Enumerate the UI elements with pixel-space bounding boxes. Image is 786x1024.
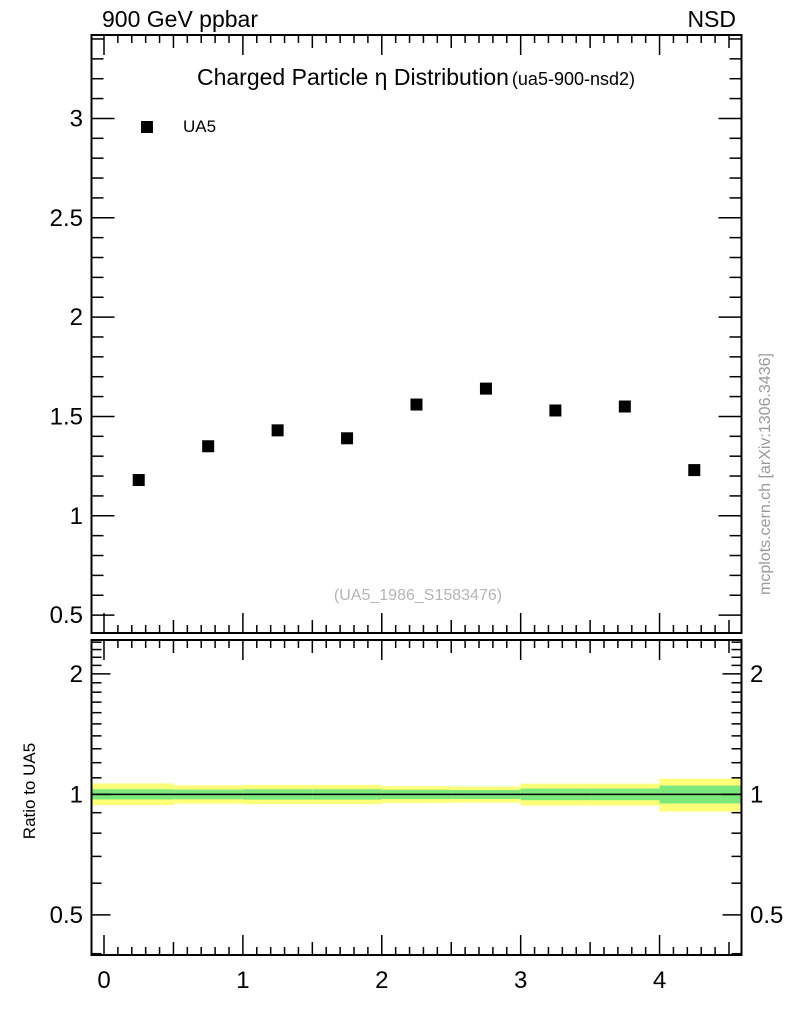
data-point-marker [618,400,631,413]
x-tick-label: 4 [653,967,666,994]
ratio-y-tick-label-left: 2 [70,661,83,688]
data-point-marker [202,440,215,453]
plot-title-analysis-id: (ua5-900-nsd2) [511,69,635,89]
ratio-panel-frame [90,639,743,956]
dataset-watermark: (UA5_1986_S1583476) [333,587,503,604]
data-point-marker [549,404,562,417]
main-y-tick-label: 3 [70,105,83,132]
event-class-label: NSD [687,6,736,32]
x-tick-label: 3 [514,967,527,994]
data-point-marker [132,474,145,487]
plot-title-main: Charged Particle η Distribution [196,64,509,90]
ratio-y-tick-label-right: 1 [750,781,763,808]
axis-ticks [92,36,741,955]
legend-marker-square-icon [141,121,153,133]
data-point-marker [688,464,701,477]
main-panel-frame [90,34,743,634]
main-y-tick-label: 2 [70,304,83,331]
tick-labels: 0.5 1 1.5 2 2.5 3 0.5 0.5 1 1 2 2 0 1 2 3 4 [50,105,784,994]
data-point-marker [410,398,423,411]
ratio-y-tick-label-right: 2 [750,661,763,688]
ratio-y-tick-label-left: 0.5 [50,902,83,929]
data-point-marker [271,424,284,437]
x-tick-label: 2 [375,967,388,994]
main-y-tick-label: 1.5 [50,403,83,430]
ratio-y-tick-label-right: 0.5 [750,902,783,929]
main-y-tick-label: 1 [70,503,83,530]
mcplots-arxiv-note: mcplots.cern.ch [arXiv:1306.3436] [757,353,774,595]
legend: UA5 [141,117,216,137]
main-y-tick-label: 0.5 [50,602,83,629]
data-point-marker [341,432,354,445]
data-series-ua5 [132,382,701,487]
ratio-y-tick-label-left: 1 [70,781,83,808]
legend-entry-label: UA5 [183,117,217,136]
ratio-axis-title: Ratio to UA5 [20,742,39,840]
main-y-tick-label: 2.5 [50,205,83,232]
x-tick-label: 0 [97,967,110,994]
beam-energy-label: 900 GeV ppbar [102,6,259,32]
data-point-marker [479,382,492,395]
x-tick-label: 1 [236,967,249,994]
plot-title: Charged Particle η Distribution (ua5-900-… [91,64,741,91]
ratio-bands [91,778,742,812]
